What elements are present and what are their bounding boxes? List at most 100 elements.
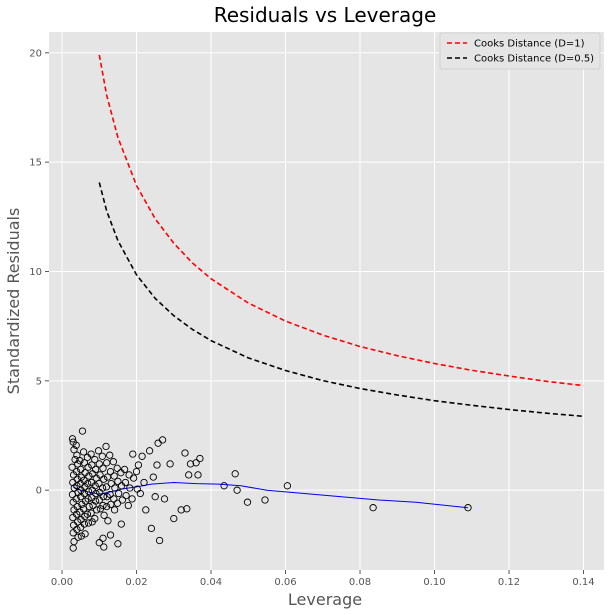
data-point — [99, 501, 107, 510]
data-point — [99, 534, 107, 542]
data-point — [142, 506, 150, 514]
y-tick-label: 0 — [36, 486, 42, 497]
data-point — [73, 525, 81, 534]
points-layer — [68, 427, 472, 552]
data-point — [84, 519, 93, 527]
x-tick-label: 0.04 — [200, 577, 222, 588]
data-point — [87, 450, 95, 458]
data-point — [80, 520, 89, 528]
legend: Cooks Distance (D=1) Cooks Distance (D=0… — [439, 32, 601, 70]
data-point — [94, 447, 103, 455]
data-point — [106, 467, 115, 476]
x-tick-label: 0.10 — [423, 577, 445, 588]
data-point — [186, 460, 195, 468]
data-point — [110, 506, 119, 514]
y-axis-title: Standardized Residuals — [4, 208, 23, 395]
data-point — [192, 459, 200, 467]
data-point — [84, 487, 93, 495]
data-point — [107, 479, 115, 488]
data-point — [110, 472, 118, 480]
data-point — [106, 451, 114, 459]
data-point — [147, 524, 156, 533]
data-point — [160, 495, 169, 503]
y-tick-label: 5 — [36, 376, 42, 387]
data-point — [69, 544, 77, 552]
series-layer — [72, 54, 584, 509]
data-point — [88, 461, 96, 469]
data-point — [124, 501, 132, 510]
data-point — [85, 472, 93, 480]
data-point — [80, 459, 89, 467]
data-point — [194, 471, 202, 479]
data-point — [102, 483, 111, 491]
data-point — [185, 471, 193, 479]
data-point — [93, 506, 101, 514]
data-point — [98, 484, 107, 492]
data-point — [99, 464, 107, 472]
data-point — [115, 489, 123, 498]
data-point — [151, 493, 159, 501]
data-point — [70, 446, 78, 454]
data-point — [113, 499, 122, 507]
data-point — [369, 504, 377, 512]
data-point — [96, 471, 104, 479]
data-point — [95, 479, 103, 488]
y-tick-label: 20 — [29, 48, 42, 59]
data-point — [243, 498, 252, 506]
data-point — [145, 447, 154, 455]
data-point — [114, 477, 122, 486]
data-point — [81, 497, 90, 505]
data-point — [113, 464, 121, 472]
data-point — [74, 533, 82, 541]
data-point — [117, 520, 125, 528]
data-point — [91, 497, 100, 505]
x-tick-label: 0.06 — [274, 577, 296, 588]
chart-title: Residuals vs Leverage — [214, 3, 437, 27]
data-point — [153, 461, 161, 469]
data-point — [84, 463, 92, 471]
y-tick-label: 15 — [29, 158, 42, 169]
data-point — [464, 504, 472, 512]
data-point — [114, 540, 122, 548]
data-point — [132, 467, 141, 476]
data-point — [231, 470, 239, 478]
data-point — [138, 452, 146, 460]
data-point — [84, 495, 92, 503]
legend-label-cooks-05: Cooks Distance (D=0.5) — [474, 54, 594, 65]
x-tick-label: 0.08 — [349, 577, 371, 588]
data-point — [140, 478, 148, 487]
data-point — [68, 463, 76, 471]
data-point — [77, 532, 86, 540]
data-point — [106, 490, 114, 499]
data-point — [87, 509, 95, 517]
data-point — [79, 448, 88, 456]
data-point — [95, 539, 103, 547]
data-point — [91, 482, 99, 490]
data-point — [72, 441, 80, 449]
data-point — [183, 505, 191, 513]
cooks-distance-05-line — [98, 182, 584, 418]
data-point — [106, 531, 115, 539]
data-point — [111, 484, 119, 492]
lowess-line — [72, 482, 469, 509]
data-point — [126, 484, 134, 492]
y-axis: 0 5 10 15 20 — [29, 48, 49, 497]
cooks-distance-1-line — [98, 54, 584, 387]
data-point — [100, 543, 108, 551]
legend-box — [439, 32, 601, 70]
data-point — [149, 473, 157, 481]
data-point — [104, 517, 112, 525]
data-point — [170, 514, 178, 523]
data-point — [103, 459, 111, 467]
data-point — [83, 510, 92, 518]
data-point — [220, 482, 228, 490]
data-point — [109, 458, 118, 466]
data-point — [81, 512, 89, 521]
x-tick-label: 0.02 — [125, 577, 147, 588]
x-tick-label: 0.12 — [498, 577, 520, 588]
data-point — [70, 484, 78, 492]
data-point — [92, 489, 100, 498]
data-point — [80, 489, 89, 498]
data-point — [261, 496, 269, 504]
